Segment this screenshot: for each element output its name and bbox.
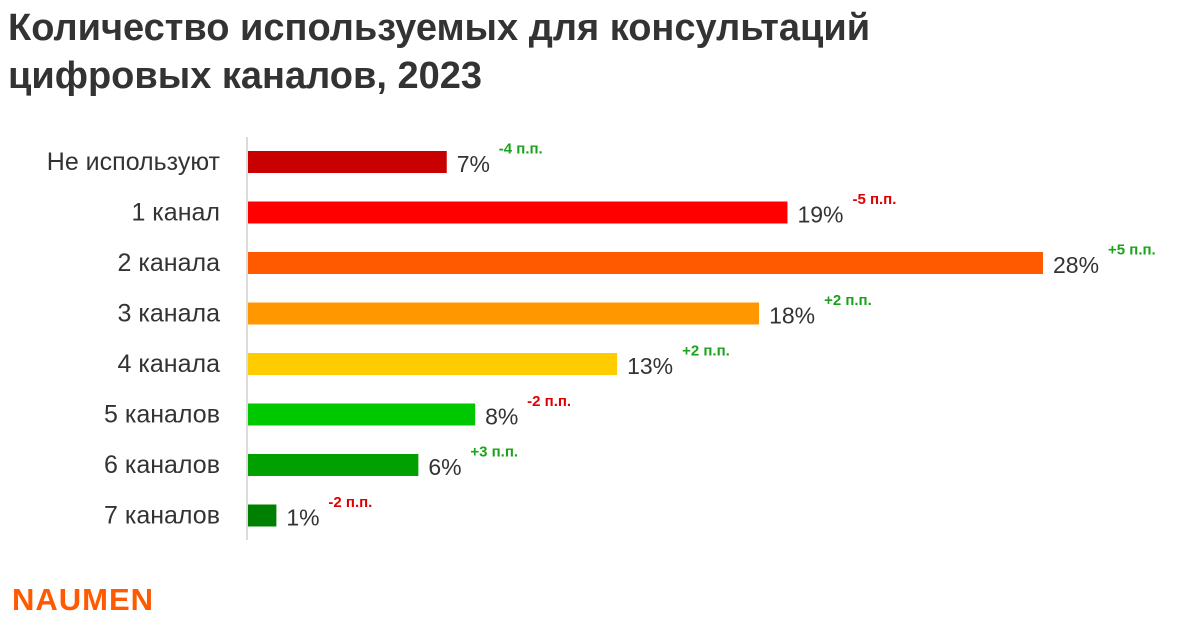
category-label: Не используют bbox=[47, 148, 221, 176]
change-label: -2 п.п. bbox=[328, 494, 372, 511]
category-label: 3 канала bbox=[118, 300, 221, 328]
value-label: 1% bbox=[286, 505, 319, 531]
change-label: -4 п.п. bbox=[499, 141, 543, 158]
bar bbox=[248, 252, 1043, 274]
bar bbox=[248, 151, 447, 173]
category-label: 6 каналов bbox=[104, 451, 220, 479]
change-label: +5 п.п. bbox=[1108, 242, 1156, 259]
change-label: +2 п.п. bbox=[682, 343, 730, 360]
category-label: 5 каналов bbox=[104, 401, 220, 429]
change-label: -2 п.п. bbox=[527, 393, 571, 410]
bars-layer: Не используют 7% -4 п.п. 1 канал 19% -5 п.п. 2… bbox=[47, 141, 1156, 531]
value-label: 19% bbox=[797, 202, 843, 228]
bar bbox=[248, 403, 476, 426]
chart-title: Количество используемых для консультаций… bbox=[8, 7, 871, 97]
value-label: 7% bbox=[457, 151, 490, 177]
category-label: 4 канала bbox=[118, 350, 221, 378]
bar bbox=[248, 504, 277, 527]
value-label: 28% bbox=[1053, 252, 1099, 278]
category-label: 2 канала bbox=[118, 249, 221, 277]
change-label: +2 п.п. bbox=[824, 292, 872, 309]
value-label: 18% bbox=[769, 303, 815, 329]
category-label: 7 каналов bbox=[104, 502, 220, 530]
change-label: +3 п.п. bbox=[470, 444, 518, 461]
bar bbox=[248, 353, 618, 375]
value-label: 8% bbox=[485, 404, 518, 430]
naumen-logo: NAUMEN bbox=[12, 582, 155, 617]
bar bbox=[248, 454, 419, 476]
bar bbox=[248, 302, 760, 325]
value-label: 6% bbox=[428, 454, 461, 480]
value-label: 13% bbox=[627, 353, 673, 379]
category-label: 1 канал bbox=[131, 199, 220, 227]
bar bbox=[248, 201, 788, 224]
change-label: -5 п.п. bbox=[852, 191, 896, 208]
